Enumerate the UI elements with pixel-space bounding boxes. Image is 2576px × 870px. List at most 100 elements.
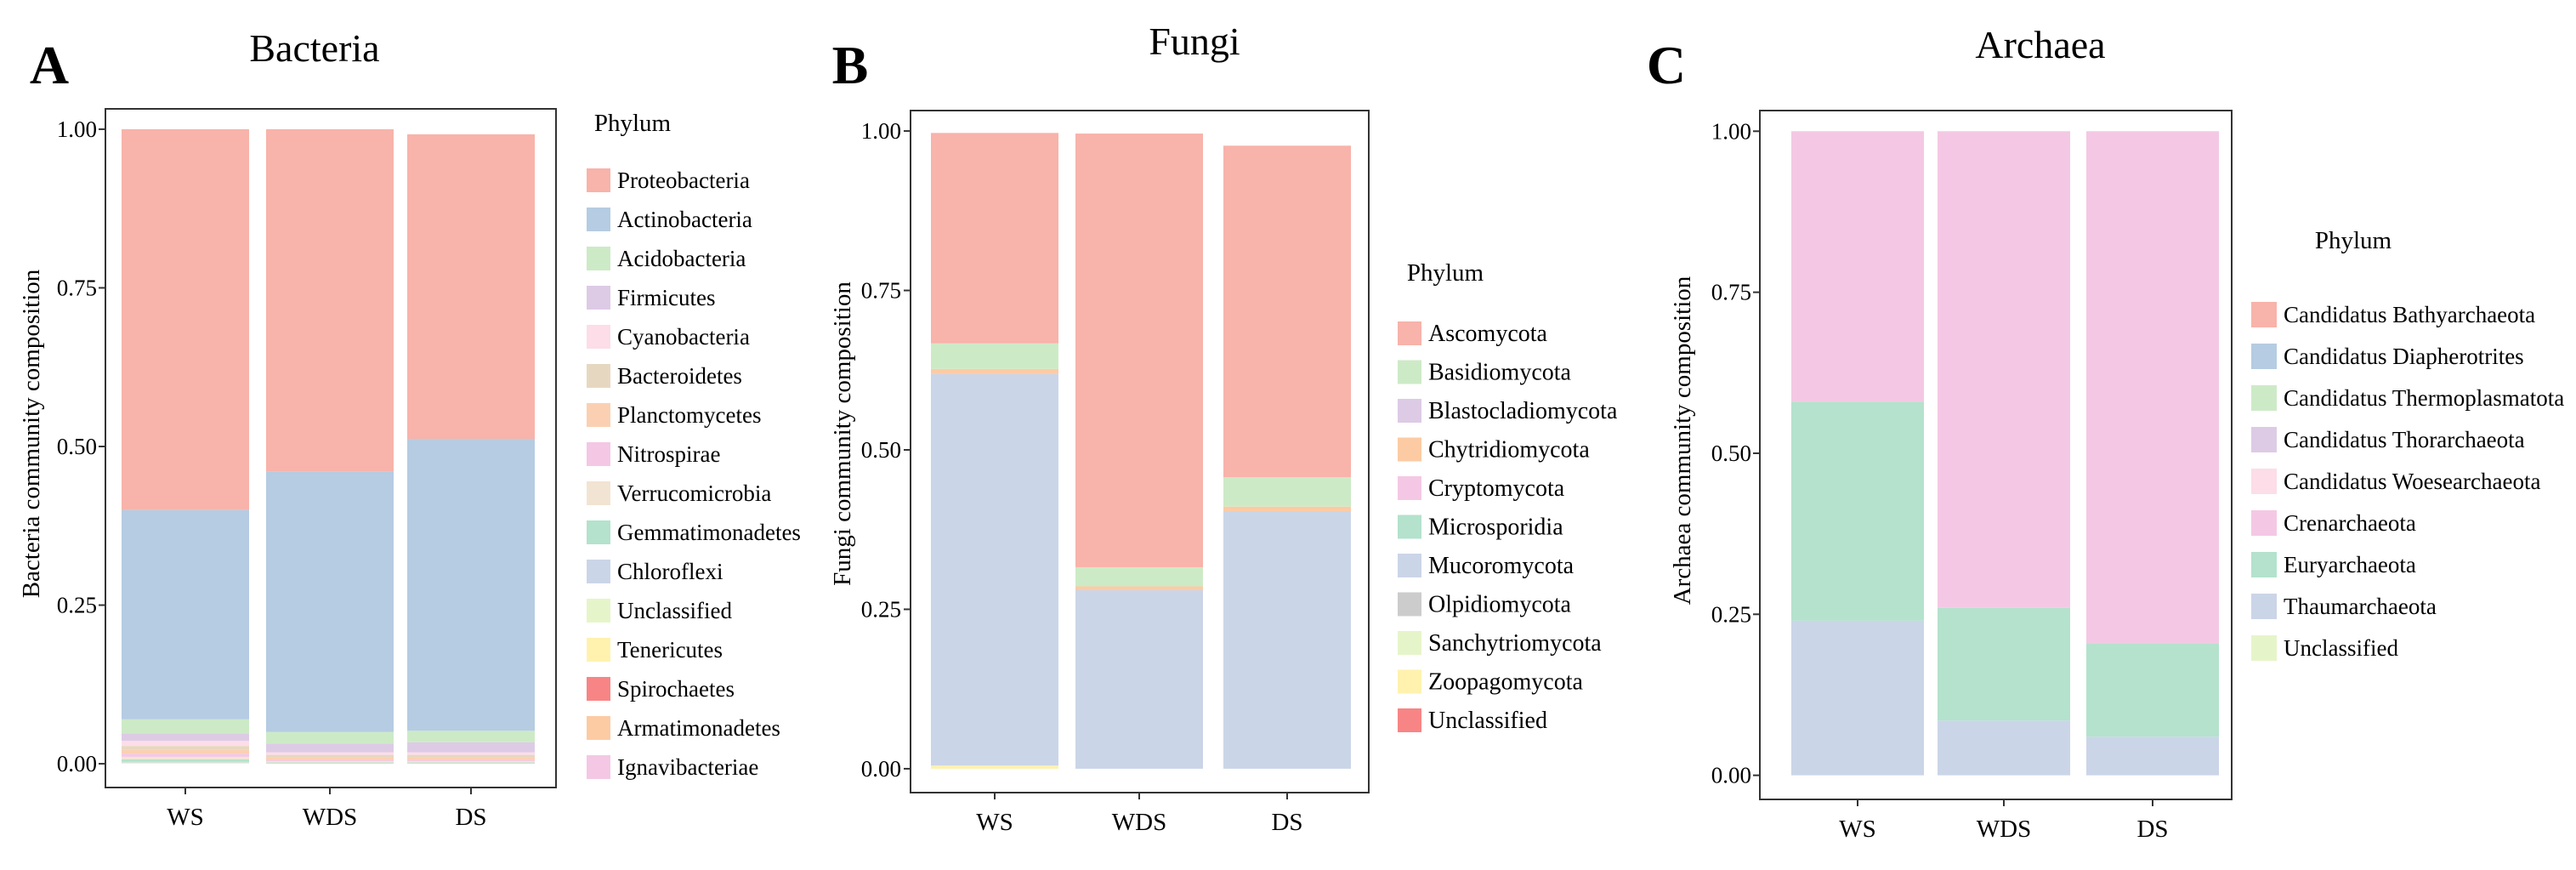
- bar-segment-bacteroidetes: [122, 746, 249, 750]
- bar-segment-crenarchaeota: [1791, 131, 1924, 402]
- legend-swatch-armatimonadetes: [587, 716, 610, 740]
- legend-swatch-thaumarchaeota: [2251, 594, 2277, 619]
- bar-ws: [1791, 131, 1924, 776]
- x-tick-label: DS: [2136, 816, 2168, 843]
- bar-segment-basidiomycota: [931, 343, 1058, 369]
- bar-segment-crenarchaeota: [1938, 131, 2070, 608]
- legend-label-ignavibacteriae: Ignavibacteriae: [617, 754, 758, 780]
- y-tick-label: 0.00: [57, 751, 97, 776]
- bar-segment-nitrospirae: [266, 759, 394, 762]
- bar-segment-cyanobacteria: [122, 741, 249, 747]
- legend-swatch-blastocladiomycota: [1398, 399, 1421, 423]
- legend-label-proteobacteria: Proteobacteria: [617, 168, 750, 193]
- legend: Phylum Candidatus Bathyarchaeota Candidatu…: [2251, 227, 2564, 661]
- chart-title: Archaea: [1975, 23, 2105, 66]
- bar-wds: [1938, 131, 2070, 776]
- bar-ds: [1223, 145, 1351, 769]
- bar-segment-ascomycota: [1075, 134, 1203, 567]
- legend-label-ascomycota: Ascomycota: [1428, 321, 1548, 347]
- legend-label-spirochaetes: Spirochaetes: [617, 676, 735, 702]
- x-tick-label: WS: [1839, 816, 1876, 843]
- legend-label-microsporidia: Microsporidia: [1428, 515, 1563, 541]
- bar-wds: [1075, 134, 1203, 769]
- legend: Phylum Ascomycota Basidiomycota Blastocladi…: [1398, 259, 1618, 734]
- legend-label-crenarchaeota: Crenarchaeota: [2284, 510, 2416, 536]
- bar-segment-acidobacteria: [266, 731, 394, 744]
- legend: Phylum Proteobacteria Actinobacteria Acidob…: [587, 110, 801, 780]
- bar-segment-proteobacteria: [266, 128, 394, 472]
- legend-swatch-nitrospirae: [587, 442, 610, 466]
- legend-swatch-candidatus-woesearchaeota: [2251, 469, 2277, 494]
- bar-segment-proteobacteria: [407, 134, 535, 440]
- legend-label-firmicutes: Firmicutes: [617, 285, 716, 310]
- legend-label-blastocladiomycota: Blastocladiomycota: [1428, 398, 1618, 424]
- bar-segment-planctomycetes: [122, 749, 249, 754]
- legend-swatch-candidatus-diapherotrites: [2251, 344, 2277, 369]
- bar-segment-chytridiomycota: [1075, 586, 1203, 590]
- bar-segment-firmicutes: [122, 733, 249, 742]
- bar-ws: [931, 133, 1058, 769]
- legend-swatch-bacteroidetes: [587, 364, 610, 388]
- legend-label-candidatus-thermoplasmatota: Candidatus Thermoplasmatota: [2284, 385, 2564, 411]
- bar-segment-gemmatimonadetes: [266, 762, 394, 764]
- bar-wds: [266, 128, 394, 765]
- plot-frame: [1759, 110, 2233, 800]
- y-tick-label: 0.50: [1711, 441, 1751, 466]
- bar-segment-gemmatimonadetes: [122, 759, 249, 762]
- bar-segment-actinobacteria: [122, 509, 249, 719]
- bar-segment-actinobacteria: [407, 439, 535, 731]
- bar-segment-acidobacteria: [122, 719, 249, 734]
- bar-segment-mucoromycota: [1075, 589, 1203, 769]
- bar-ds: [2086, 131, 2219, 776]
- panel-letter: A: [30, 35, 69, 95]
- bar-segment-nitrospirae: [407, 759, 535, 762]
- bar-segment-verrucomicrobia: [122, 756, 249, 759]
- legend-label-armatimonadetes: Armatimonadetes: [617, 715, 780, 741]
- legend-label-cryptomycota: Cryptomycota: [1428, 475, 1565, 502]
- legend-swatch-firmicutes: [587, 286, 610, 310]
- bar-segment-chytridiomycota: [1223, 506, 1351, 511]
- legend-label-candidatus-thorarchaeota: Candidatus Thorarchaeota: [2284, 427, 2525, 452]
- legend-swatch-sanchytriomycota: [1398, 631, 1421, 655]
- legend-label-verrucomicrobia: Verrucomicrobia: [617, 480, 771, 506]
- bar-segment-ascomycota: [1223, 145, 1351, 478]
- legend-swatch-actinobacteria: [587, 208, 610, 231]
- bar-segment-planctomycetes: [266, 757, 394, 760]
- legend-swatch-gemmatimonadetes: [587, 520, 610, 544]
- y-axis-label: Bacteria community composition: [18, 269, 45, 598]
- legend-swatch-proteobacteria: [587, 168, 610, 192]
- y-tick-label: 0.25: [861, 596, 901, 622]
- legend-label-planctomycetes: Planctomycetes: [617, 402, 761, 428]
- y-tick-label: 0.75: [57, 275, 97, 300]
- bar-segment-bacteroidetes: [266, 754, 394, 758]
- legend-label-acidobacteria: Acidobacteria: [617, 246, 746, 271]
- x-tick-label: DS: [1271, 809, 1302, 836]
- y-tick-label: 1.00: [57, 117, 97, 142]
- legend-swatch-cyanobacteria: [587, 325, 610, 349]
- legend-label-unclassified: Unclassified: [1428, 708, 1547, 734]
- legend-swatch-zoopagomycota: [1398, 669, 1421, 694]
- legend-swatch-chloroflexi: [587, 560, 610, 583]
- y-tick-label: 0.25: [1711, 601, 1751, 627]
- bar-ws: [122, 128, 249, 765]
- legend-swatch-acidobacteria: [587, 247, 610, 270]
- legend-swatch-candidatus-thorarchaeota: [2251, 427, 2277, 452]
- bar-segment-zoopagomycota: [931, 765, 1058, 769]
- bar-segment-chloroflexi: [266, 763, 394, 765]
- y-tick-label: 0.75: [861, 278, 901, 304]
- legend-swatch-unclassified: [2251, 635, 2277, 661]
- bar-segment-firmicutes: [266, 743, 394, 753]
- bar-segment-mucoromycota: [931, 373, 1058, 766]
- legend-label-bacteroidetes: Bacteroidetes: [617, 363, 742, 389]
- y-tick-label: 0.00: [1711, 763, 1751, 788]
- legend-label-sanchytriomycota: Sanchytriomycota: [1428, 630, 1602, 657]
- chart-title: Bacteria: [249, 26, 379, 70]
- legend-swatch-crenarchaeota: [2251, 510, 2277, 536]
- legend-label-cyanobacteria: Cyanobacteria: [617, 324, 750, 350]
- y-tick-label: 0.75: [1711, 280, 1751, 305]
- legend-title: Phylum: [594, 110, 672, 137]
- legend-label-thaumarchaeota: Thaumarchaeota: [2284, 594, 2437, 619]
- bar-segment-chytridiomycota: [931, 368, 1058, 374]
- legend-swatch-microsporidia: [1398, 515, 1421, 539]
